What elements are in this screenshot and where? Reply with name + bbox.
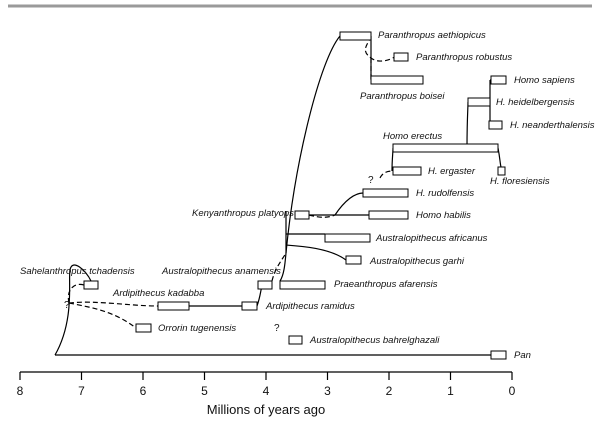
branch-line xyxy=(279,252,287,282)
range-box-erectus xyxy=(392,143,499,153)
uncertain-branch-line xyxy=(67,283,85,304)
taxon-label-ergaster: H. ergaster xyxy=(428,166,476,177)
taxon-label-habilis: Homo habilis xyxy=(416,210,471,221)
uncertain-branch-line xyxy=(308,214,336,218)
range-box-rudolfensis xyxy=(362,188,409,198)
taxon-label-robustus: Paranthropus robustus xyxy=(416,52,512,63)
branch-line xyxy=(466,101,469,149)
uncertainty-marks: ??? xyxy=(64,175,374,334)
taxon-label-tchadensis: Sahelanthropus tchadensis xyxy=(20,266,135,277)
range-box-tchadensis xyxy=(83,280,99,290)
range-box-africanus xyxy=(324,233,371,243)
branch-line xyxy=(285,244,347,261)
uncertainty-mark: ? xyxy=(274,323,280,334)
uncertain-branch-line xyxy=(68,302,137,329)
range-box-ramidus xyxy=(241,301,258,311)
taxon-label-tugenensis: Orrorin tugenensis xyxy=(158,323,236,334)
range-box-ergaster xyxy=(392,166,422,176)
range-box-neanderthalensis xyxy=(488,120,503,130)
axis-tick-label: 5 xyxy=(201,384,208,398)
taxon-label-africanus: Australopithecus africanus xyxy=(375,233,488,244)
branch-line xyxy=(334,192,364,216)
range-box-boisei xyxy=(370,75,424,85)
axis-title: Millions of years ago xyxy=(207,402,326,417)
taxon-label-bahrelghazali: Australopithecus bahrelghazali xyxy=(309,335,440,346)
axis-tick-label: 2 xyxy=(386,384,393,398)
axis-tick-label: 7 xyxy=(78,384,85,398)
range-box-garhi xyxy=(345,255,362,265)
taxon-label-rudolfensis: H. rudolfensis xyxy=(416,188,474,199)
branch-line xyxy=(285,35,341,254)
taxon-label-heidelbergensis: H. heidelbergensis xyxy=(496,97,575,108)
uncertainty-mark: ? xyxy=(368,175,374,186)
branch-line xyxy=(54,264,92,356)
uncertain-branch-line xyxy=(68,301,159,307)
uncertain-branch-line xyxy=(379,170,394,179)
time-axis: 8 7 6 5 4 3 2 1 0 xyxy=(17,371,516,398)
taxon-label-platyops: Kenyanthropus platyops xyxy=(192,208,294,219)
taxon-label-neanderthalensis: H. neanderthalensis xyxy=(510,120,595,131)
range-box-floresiensis xyxy=(497,166,506,176)
axis-tick-label: 6 xyxy=(140,384,147,398)
taxon-label-sapiens: Homo sapiens xyxy=(514,75,575,86)
taxon-label-pan: Pan xyxy=(514,350,531,361)
range-box-sapiens xyxy=(490,75,507,85)
taxon-label-garhi: Australopithecus garhi xyxy=(369,256,465,267)
range-box-afarensis xyxy=(279,280,326,290)
range-box-robustus xyxy=(393,52,409,62)
range-box-platyops xyxy=(294,210,310,220)
axis-tick-label: 4 xyxy=(263,384,270,398)
taxon-labels: Paranthropus aethiopicus Paranthropus rob… xyxy=(20,30,595,361)
axis-tick-label: 3 xyxy=(324,384,331,398)
taxon-label-erectus: Homo erectus xyxy=(383,131,442,142)
taxon-label-floresiensis: H. floresiensis xyxy=(490,176,550,187)
taxon-label-kadabba: Ardipithecus kadabba xyxy=(112,288,204,299)
taxon-label-afarensis: Praeanthropus afarensis xyxy=(334,279,438,290)
range-box-aethiopicus xyxy=(339,31,372,41)
axis-tick-label: 8 xyxy=(17,384,24,398)
range-box-kadabba xyxy=(157,301,190,311)
branch-lines xyxy=(54,35,502,356)
taxon-label-ramidus: Ardipithecus ramidus xyxy=(265,301,355,312)
range-box-bahrelghazali xyxy=(288,335,303,345)
range-box-heidelbergensis xyxy=(467,97,491,107)
range-box-pan xyxy=(490,350,507,360)
range-box-anamensis xyxy=(257,280,273,290)
range-box-tugenensis xyxy=(135,323,152,333)
uncertainty-mark: ? xyxy=(64,300,70,311)
taxon-time-ranges xyxy=(83,31,507,360)
uncertain-branch-line xyxy=(271,252,287,282)
taxon-label-aethiopicus: Paranthropus aethiopicus xyxy=(378,30,486,41)
axis-tick-label: 0 xyxy=(509,384,516,398)
axis-tick-label: 1 xyxy=(447,384,454,398)
range-box-habilis xyxy=(368,210,409,220)
taxon-label-boisei: Paranthropus boisei xyxy=(360,91,445,102)
taxon-label-anamensis: Australopithecus anamensis xyxy=(161,266,281,277)
